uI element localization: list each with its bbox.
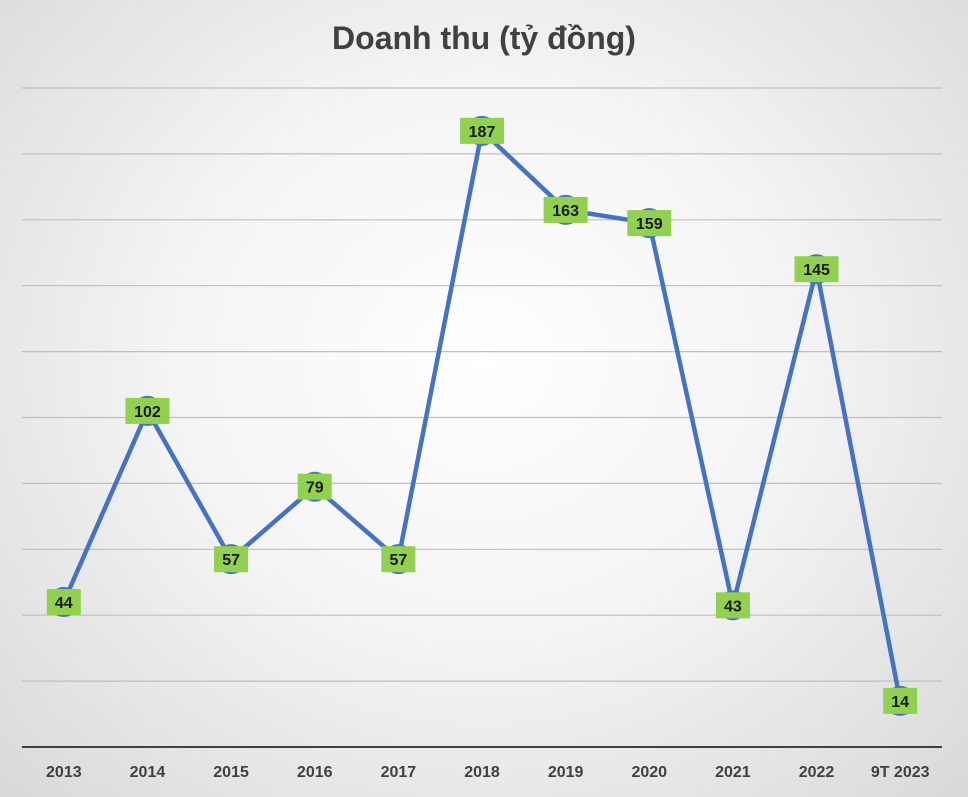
data-label-box: [46, 589, 81, 616]
data-label-box: [627, 210, 672, 237]
data-points: [48, 115, 916, 716]
data-label-text: 44: [55, 595, 73, 612]
data-label: 44: [46, 589, 81, 616]
data-label-text: 14: [891, 694, 909, 711]
data-label-box: [715, 592, 750, 619]
data-label-box: [125, 397, 170, 424]
data-label-text: 163: [552, 203, 579, 220]
data-label: 79: [297, 473, 332, 500]
x-tick-label: 2018: [464, 764, 500, 781]
data-label-text: 145: [803, 262, 830, 279]
data-label-box: [214, 546, 249, 573]
data-label-box: [381, 546, 416, 573]
data-label: 187: [460, 117, 504, 144]
data-label: 57: [381, 546, 416, 573]
data-label-text: 79: [306, 480, 324, 497]
data-label-text: 187: [469, 124, 496, 141]
data-label-box: [543, 196, 588, 223]
data-label-text: 43: [724, 598, 742, 615]
data-label: 57: [214, 546, 249, 573]
x-tick-labels: 2013 2014 2015 2016 2017 2018 2019 2020 2021 2022…: [46, 764, 930, 781]
data-label-text: 57: [389, 552, 407, 569]
data-label-text: 159: [636, 216, 663, 233]
data-label: 102: [125, 397, 170, 424]
x-tick-label: 2019: [548, 764, 584, 781]
data-label: 163: [543, 196, 588, 223]
gridlines: [22, 87, 942, 682]
data-label-box: [883, 687, 918, 714]
x-tick-label: 2015: [213, 764, 249, 781]
x-tick-label: 9T 2023: [871, 764, 930, 781]
x-tick-label: 2021: [715, 764, 751, 781]
data-label: 145: [794, 256, 839, 283]
data-label-text: 102: [134, 404, 161, 421]
data-label-box: [297, 473, 332, 500]
data-label-text: 57: [222, 552, 240, 569]
x-tick-label: 2017: [381, 764, 417, 781]
x-tick-label: 2020: [631, 764, 667, 781]
data-label-box: [794, 256, 839, 283]
data-label: 159: [627, 210, 672, 237]
chart-title: Doanh thu (tỷ đồng): [332, 20, 636, 56]
x-tick-label: 2016: [297, 764, 333, 781]
x-tick-label: 2022: [799, 764, 835, 781]
x-tick-label: 2013: [46, 764, 82, 781]
data-label: 43: [715, 592, 750, 619]
data-label: 14: [883, 687, 918, 714]
data-labels: 44 102 57 79 57 187 163 159 43 145 14: [46, 117, 918, 714]
data-label-box: [460, 117, 504, 144]
x-tick-label: 2014: [130, 764, 166, 781]
